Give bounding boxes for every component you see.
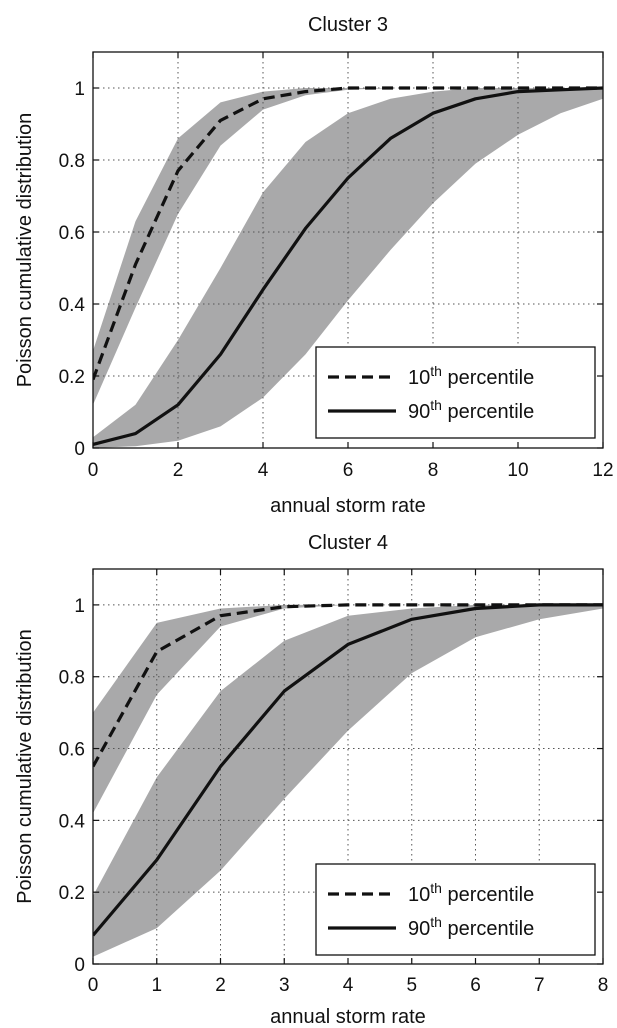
x-tick-label: 2 bbox=[215, 975, 226, 996]
x-tick-label: 7 bbox=[534, 975, 545, 996]
y-axis-label: Poisson cumulative distribution bbox=[14, 629, 36, 904]
x-tick-label: 8 bbox=[598, 975, 609, 996]
y-tick-label: 0.6 bbox=[59, 740, 85, 761]
chart-cluster-4: 0 1 2 3 4 5 6 7 8 0 0.2 0.4 0.6 0.8 1 Cluster 4 annual s… bbox=[14, 532, 608, 1028]
x-tick-label: 10 bbox=[507, 460, 528, 481]
legend-box bbox=[315, 863, 596, 956]
chart-cluster-3: 0 2 4 6 8 10 12 0 0.2 0.4 0.6 0.8 1 Cluster 3 annual s… bbox=[14, 14, 614, 517]
x-tick-label: 6 bbox=[343, 460, 354, 481]
x-tick-label: 4 bbox=[343, 975, 354, 996]
confidence-band-2 bbox=[93, 604, 603, 957]
x-tick-label: 4 bbox=[258, 460, 269, 481]
x-tick-label: 12 bbox=[592, 460, 613, 481]
legend-label-2: 90th percentile bbox=[408, 397, 534, 423]
y-tick-label: 0 bbox=[74, 439, 85, 460]
y-tick-label: 0.8 bbox=[59, 151, 85, 172]
x-tick-label: 5 bbox=[406, 975, 417, 996]
y-tick-label: 1 bbox=[74, 79, 85, 100]
series-line-2 bbox=[93, 86, 603, 446]
chart-title: Cluster 4 bbox=[308, 532, 388, 554]
y-tick-label: 0.2 bbox=[59, 367, 85, 388]
legend: 10th percentile 90th percentile bbox=[315, 346, 596, 439]
series-line-1 bbox=[93, 86, 603, 381]
y-tick-label: 0.2 bbox=[59, 883, 85, 904]
legend: 10th percentile 90th percentile bbox=[315, 863, 596, 956]
series-line-2 bbox=[93, 603, 603, 937]
x-tick-label: 3 bbox=[279, 975, 290, 996]
y-tick-label: 0 bbox=[74, 955, 85, 976]
y-tick-label: 0.6 bbox=[59, 223, 85, 244]
x-tick-label: 8 bbox=[428, 460, 439, 481]
y-tick-label: 0.8 bbox=[59, 668, 85, 689]
y-tick-label: 1 bbox=[74, 596, 85, 617]
legend-box bbox=[315, 346, 596, 439]
chart-title: Cluster 3 bbox=[308, 14, 388, 36]
x-tick-label: 2 bbox=[173, 460, 184, 481]
x-axis-label: annual storm rate bbox=[270, 1006, 426, 1028]
x-tick-label: 1 bbox=[151, 975, 162, 996]
y-tick-label: 0.4 bbox=[59, 295, 86, 316]
legend-label-2: 90th percentile bbox=[408, 914, 534, 940]
x-axis-label: annual storm rate bbox=[270, 495, 426, 517]
legend-label-1: 10th percentile bbox=[408, 363, 534, 389]
y-axis-label: Poisson cumulative distribution bbox=[14, 113, 36, 388]
y-tick-label: 0.4 bbox=[59, 811, 86, 832]
x-tick-label: 6 bbox=[470, 975, 481, 996]
x-tick-label: 0 bbox=[88, 460, 99, 481]
legend-label-1: 10th percentile bbox=[408, 880, 534, 906]
x-tick-label: 0 bbox=[88, 975, 99, 996]
